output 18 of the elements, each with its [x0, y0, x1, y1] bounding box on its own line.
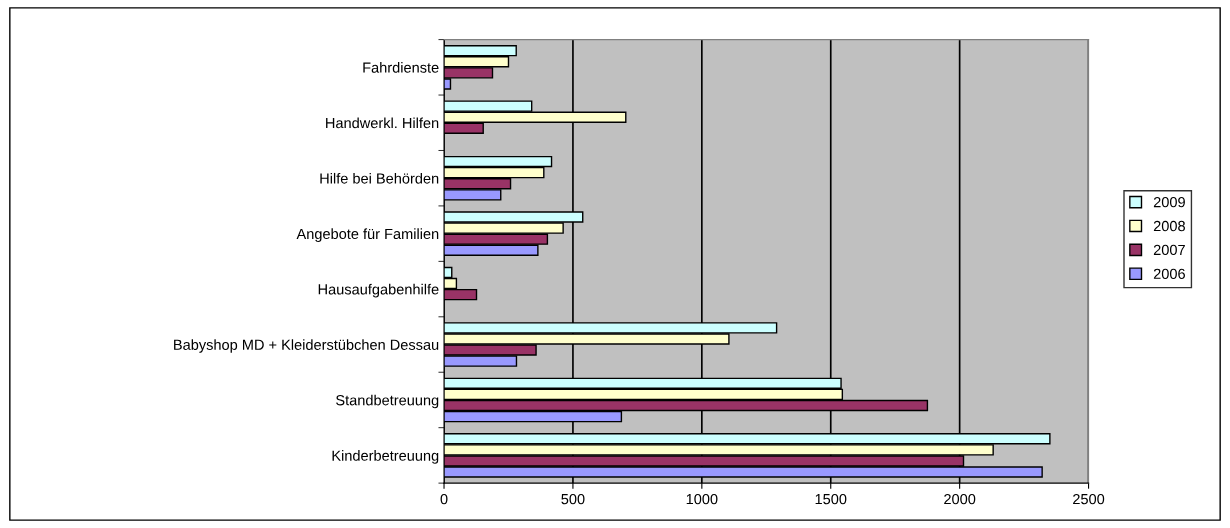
x-tick-label: 2000 — [944, 493, 976, 505]
legend-label: 2008 — [1153, 220, 1185, 232]
y-tick-label: Fahrdienste — [363, 62, 439, 73]
legend-label: 2009 — [1153, 196, 1185, 208]
x-tick-label: 1000 — [686, 493, 718, 505]
legend-label: 2007 — [1153, 244, 1185, 256]
y-tick-label: Handwerkl. Hilfen — [326, 117, 439, 129]
y-tick-label: Babyshop MD + Kleiderstübchen Dessau — [174, 339, 439, 353]
x-tick-label: 500 — [561, 493, 585, 505]
y-tick-label: Angebote für Familien — [296, 228, 439, 242]
y-tick-label: Hilfe bei Behörden — [320, 172, 439, 184]
legend-label: 2006 — [1153, 268, 1185, 279]
y-tick-label: Hausaufgabenhilfe — [318, 283, 439, 298]
x-tick-label: 0 — [440, 493, 448, 505]
y-tick-label: Kinderbetreuung — [332, 450, 439, 464]
x-tick-label: 1500 — [815, 493, 847, 505]
x-tick-label: 2500 — [1073, 493, 1105, 505]
y-tick-label: Standbetreuung — [336, 394, 439, 409]
